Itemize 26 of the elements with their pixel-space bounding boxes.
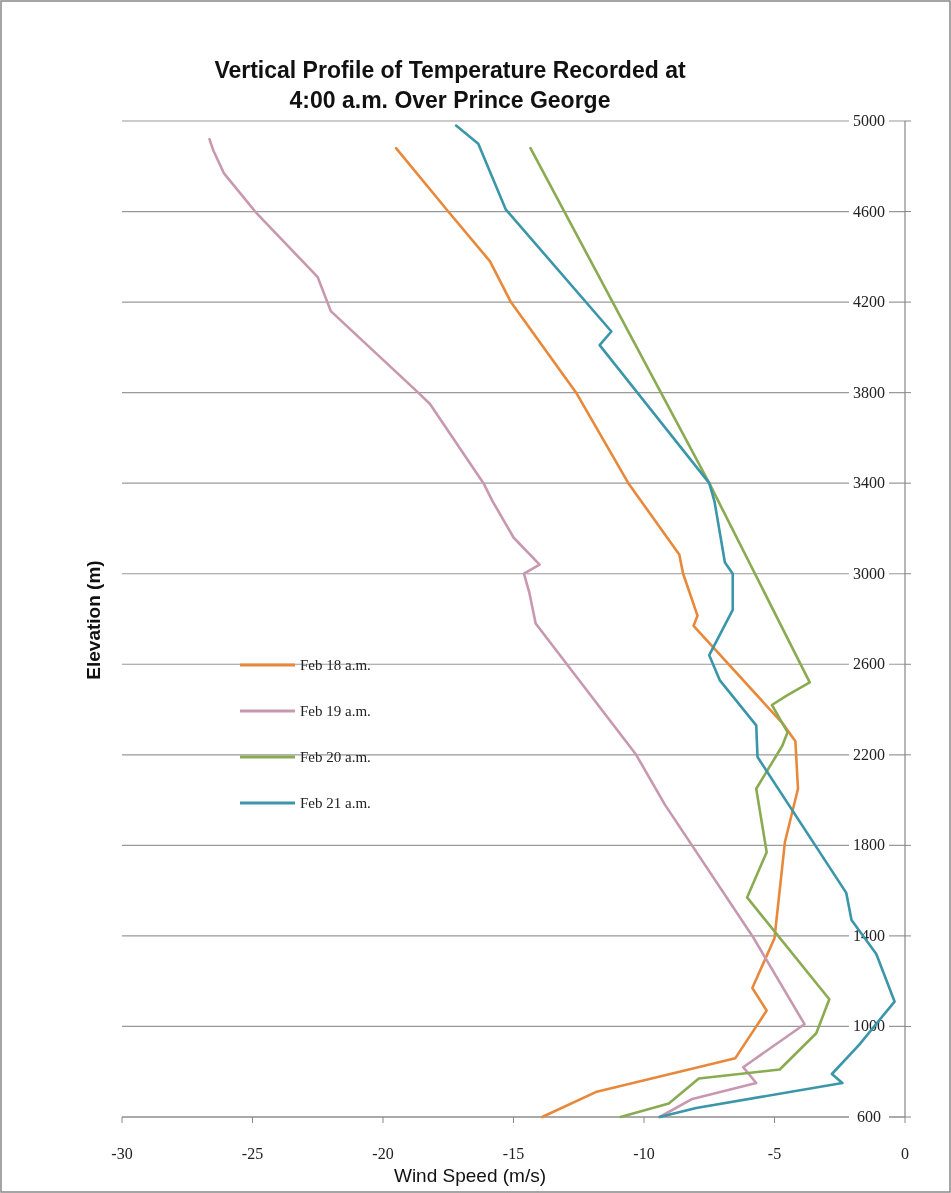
line-series [394,146,800,1119]
y-tick-label: 3800 [853,383,885,401]
chart-title: Vertical Profile of Temperature Recorded at 4:00 a.m. Over Prince George [214,57,686,113]
line-series [529,146,831,1119]
y-tick-label: 4200 [853,293,885,311]
x-tick-label: -15 [502,1145,525,1162]
y-axis-title: Elevation (m) [83,560,104,680]
x-tick-label: -30 [111,1145,133,1162]
legend-label: Feb 21 a.m. [300,795,371,811]
x-tick-label: 0 [901,1145,909,1162]
y-tick-label: 3400 [853,474,885,492]
x-tick-label: -20 [372,1145,394,1162]
y-tick-label: 3000 [853,564,885,582]
y-tick-label: 4600 [853,202,885,220]
y-tick-label: 5000 [853,112,885,129]
legend-label: Feb 19 a.m. [300,703,371,719]
y-tick-label: 1800 [853,836,885,854]
x-axis-title: Wind Speed (m/s) [393,1165,547,1186]
y-tick-label: 2200 [853,745,885,763]
y-tick-label: 2600 [853,655,885,673]
y-tick-label: 600 [857,1108,881,1125]
legend-label: Feb 20 a.m. [300,749,371,765]
legend-label: Feb 18 a.m. [300,657,371,673]
x-tick-label: -5 [767,1145,782,1162]
x-tick-label: -10 [633,1145,655,1162]
x-tick-label: -25 [241,1145,264,1162]
